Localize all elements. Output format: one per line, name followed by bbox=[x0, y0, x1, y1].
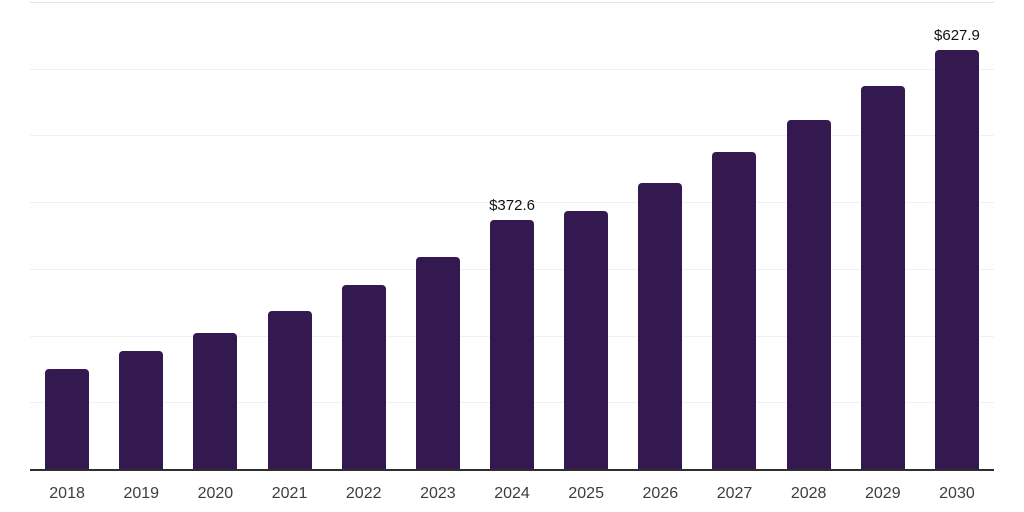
bar-2029 bbox=[860, 85, 905, 469]
bar-value-label-2024: $372.6 bbox=[489, 197, 535, 215]
bar-2021 bbox=[267, 311, 312, 469]
plot-area: $372.6 $627.9 bbox=[30, 2, 994, 471]
x-tick-label-2028: 2028 bbox=[790, 485, 827, 502]
bar-2025 bbox=[564, 210, 609, 469]
bar-2018 bbox=[45, 368, 90, 469]
x-tick-label-2025: 2025 bbox=[568, 485, 604, 502]
bar-column-2023 bbox=[401, 2, 475, 469]
bar-2028 bbox=[786, 119, 831, 469]
bar-column-2022 bbox=[327, 2, 401, 469]
x-tick-label-2027: 2027 bbox=[716, 485, 753, 502]
x-tick-label-2021: 2021 bbox=[271, 485, 308, 502]
x-axis-labels: 2018 2019 2020 2021 2022 2023 2024 2025 2026 2027… bbox=[30, 484, 994, 503]
bar-2024 bbox=[490, 220, 535, 469]
bar-column-2025 bbox=[549, 2, 623, 469]
bar-column-2020 bbox=[178, 2, 252, 469]
x-axis-line bbox=[30, 469, 994, 471]
x-tick-label-2022: 2022 bbox=[345, 485, 382, 502]
bar-column-2027 bbox=[697, 2, 771, 469]
bar-column-2021 bbox=[252, 2, 326, 469]
bar-2019 bbox=[119, 351, 164, 469]
bar-column-2019 bbox=[104, 2, 178, 469]
x-tick-label-2018: 2018 bbox=[49, 485, 85, 502]
x-tick-label-2030: 2030 bbox=[939, 485, 975, 502]
x-tick-label-2020: 2020 bbox=[197, 485, 234, 502]
bar-2027 bbox=[712, 151, 757, 469]
x-tick-label-2024: 2024 bbox=[494, 485, 530, 502]
bar-column-2024: $372.6 bbox=[475, 2, 549, 469]
bar-2022 bbox=[341, 285, 386, 469]
bar-2023 bbox=[415, 256, 460, 469]
bar-column-2030: $627.9 bbox=[920, 2, 994, 469]
x-tick-label-2023: 2023 bbox=[420, 485, 456, 502]
x-tick-label-2019: 2019 bbox=[123, 485, 160, 502]
bar-value-label-2030: $627.9 bbox=[934, 27, 980, 45]
bar-column-2029 bbox=[846, 2, 920, 469]
bar-2026 bbox=[638, 182, 683, 469]
bar-column-2018 bbox=[30, 2, 104, 469]
bars-container: $372.6 $627.9 bbox=[30, 2, 994, 469]
bar-column-2026 bbox=[623, 2, 697, 469]
bar-column-2028 bbox=[772, 2, 846, 469]
bar-2030 bbox=[934, 50, 979, 469]
x-tick-label-2026: 2026 bbox=[642, 485, 679, 502]
x-tick-label-2029: 2029 bbox=[865, 485, 901, 502]
bar-2020 bbox=[193, 333, 238, 469]
